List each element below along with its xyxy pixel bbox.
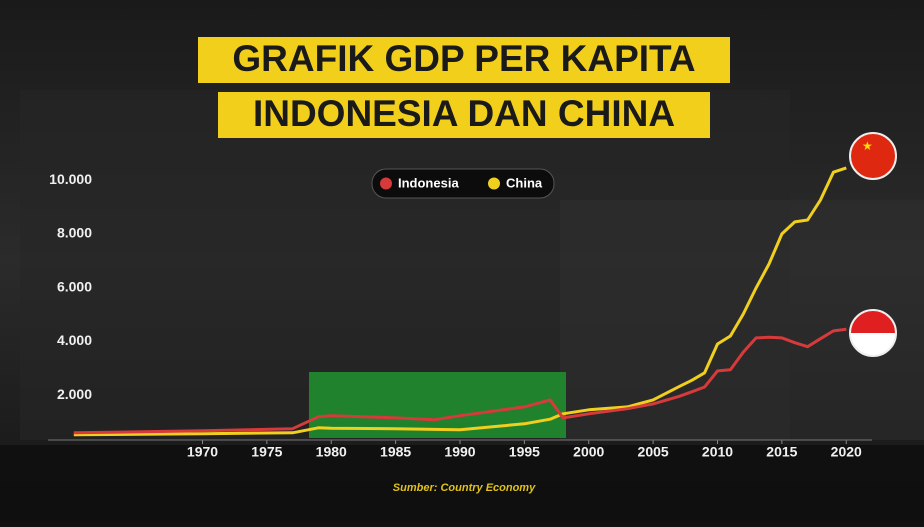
- title-box: [198, 37, 730, 83]
- legend-label: Indonesia: [398, 175, 459, 190]
- chart-title: GRAFIK GDP PER KAPITA: [232, 38, 695, 79]
- x-tick-label: 2005: [638, 444, 669, 460]
- x-tick-label: 2020: [831, 444, 862, 460]
- legend-swatch: [380, 177, 392, 190]
- x-tick-label: 1985: [380, 444, 411, 460]
- flag-star: ★: [862, 139, 873, 153]
- flag-indonesia: [849, 309, 897, 357]
- series-line: [73, 327, 847, 435]
- x-tick-label: 2000: [573, 444, 604, 460]
- x-tick-label: 1980: [316, 444, 347, 460]
- flag-china: ★: [849, 132, 897, 180]
- y-tick-label: 8.000: [57, 225, 92, 241]
- y-tick-label: 2.000: [57, 386, 92, 402]
- y-tick-label: 4.000: [57, 332, 92, 348]
- flag-red: [850, 310, 896, 333]
- x-tick-label: 1990: [444, 444, 475, 460]
- x-tick-label: 1995: [509, 444, 540, 460]
- source: Sumber: Country Economy: [393, 482, 536, 494]
- x-tick-label: 2015: [766, 444, 797, 460]
- legend-label: China: [506, 175, 543, 190]
- bottom-band: [0, 445, 924, 522]
- chart-subtitle: INDONESIA DAN CHINA: [253, 93, 675, 134]
- x-tick-label: 2010: [702, 444, 733, 460]
- x-tick-label: 1970: [187, 444, 218, 460]
- legend: [371, 168, 555, 199]
- flag-white: [850, 333, 896, 356]
- legend-swatch: [488, 177, 500, 190]
- y-tick-label: 10.000: [49, 171, 92, 187]
- series-line: [73, 166, 847, 437]
- flag-circle: [849, 132, 897, 180]
- y-tick-label: 6.000: [57, 278, 92, 294]
- flag-circle: [849, 309, 897, 357]
- title-box: [218, 92, 710, 138]
- x-tick-label: 1975: [251, 444, 282, 460]
